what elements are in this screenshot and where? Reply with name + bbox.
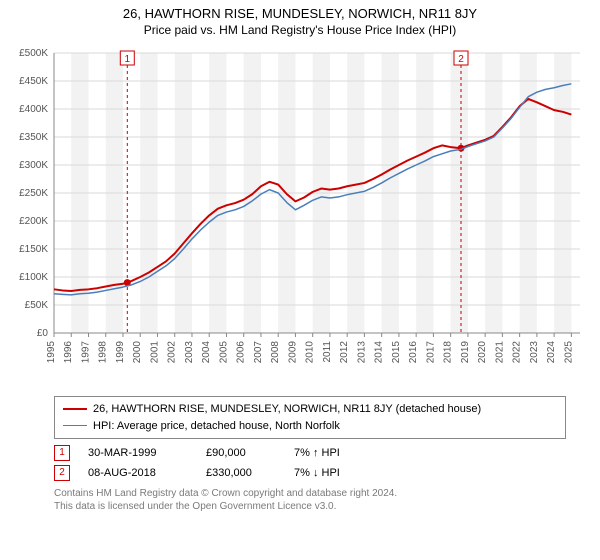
page-subtitle: Price paid vs. HM Land Registry's House … — [0, 23, 600, 37]
svg-text:£500K: £500K — [19, 48, 48, 59]
legend-swatch-icon — [63, 408, 87, 410]
svg-text:2000: 2000 — [132, 341, 143, 364]
svg-text:£300K: £300K — [19, 160, 48, 171]
svg-text:2015: 2015 — [391, 341, 402, 364]
event-date: 08-AUG-2018 — [88, 467, 188, 479]
svg-text:£150K: £150K — [19, 244, 48, 255]
legend-label: HPI: Average price, detached house, Nort… — [93, 418, 340, 435]
svg-text:2018: 2018 — [443, 341, 454, 364]
svg-text:£400K: £400K — [19, 104, 48, 115]
svg-text:2024: 2024 — [546, 341, 557, 364]
svg-text:£0: £0 — [37, 328, 49, 339]
svg-text:2005: 2005 — [218, 341, 229, 364]
svg-text:£50K: £50K — [25, 300, 49, 311]
svg-text:2016: 2016 — [408, 341, 419, 364]
event-marker-icon: 2 — [54, 465, 70, 481]
svg-text:1998: 1998 — [98, 341, 109, 364]
svg-text:2020: 2020 — [477, 341, 488, 364]
svg-text:£350K: £350K — [19, 132, 48, 143]
svg-text:2004: 2004 — [201, 341, 212, 364]
price-chart: £0 £50K £100K £150K £200K £250K £300K £350K £400… — [0, 43, 600, 388]
svg-text:1995: 1995 — [46, 341, 57, 364]
svg-text:2013: 2013 — [356, 341, 367, 364]
event-marker-icon: 1 — [54, 445, 70, 461]
event-price: £330,000 — [206, 467, 276, 479]
svg-text:2006: 2006 — [236, 341, 247, 364]
svg-text:2003: 2003 — [184, 341, 195, 364]
svg-text:£250K: £250K — [19, 188, 48, 199]
legend-item: 26, HAWTHORN RISE, MUNDESLEY, NORWICH, N… — [63, 401, 557, 418]
svg-text:2012: 2012 — [339, 341, 350, 364]
legend-swatch-icon — [63, 425, 87, 426]
svg-text:1999: 1999 — [115, 341, 126, 364]
svg-text:£200K: £200K — [19, 216, 48, 227]
events-table: 1 30-MAR-1999 £90,000 7% ↑ HPI 2 08-AUG-… — [54, 445, 566, 481]
footer-line: Contains HM Land Registry data © Crown c… — [54, 487, 566, 500]
svg-text:2: 2 — [458, 54, 464, 65]
svg-text:£450K: £450K — [19, 76, 48, 87]
table-row: 2 08-AUG-2018 £330,000 7% ↓ HPI — [54, 465, 566, 481]
svg-text:2025: 2025 — [563, 341, 574, 364]
table-row: 1 30-MAR-1999 £90,000 7% ↑ HPI — [54, 445, 566, 461]
svg-text:1: 1 — [125, 54, 131, 65]
svg-text:2008: 2008 — [270, 341, 281, 364]
svg-text:2021: 2021 — [494, 341, 505, 364]
svg-text:2009: 2009 — [287, 341, 298, 364]
event-price: £90,000 — [206, 447, 276, 459]
page-title: 26, HAWTHORN RISE, MUNDESLEY, NORWICH, N… — [0, 6, 600, 21]
svg-text:2007: 2007 — [253, 341, 264, 364]
footer-line: This data is licensed under the Open Gov… — [54, 500, 566, 513]
event-diff: 7% ↑ HPI — [294, 447, 394, 459]
chart-svg: £0 £50K £100K £150K £200K £250K £300K £350K £400… — [0, 43, 600, 383]
svg-text:2002: 2002 — [167, 341, 178, 364]
event-diff: 7% ↓ HPI — [294, 467, 394, 479]
event-date: 30-MAR-1999 — [88, 447, 188, 459]
svg-text:1996: 1996 — [63, 341, 74, 364]
svg-text:2010: 2010 — [305, 341, 316, 364]
legend-item: HPI: Average price, detached house, Nort… — [63, 418, 557, 435]
svg-text:£100K: £100K — [19, 272, 48, 283]
legend-label: 26, HAWTHORN RISE, MUNDESLEY, NORWICH, N… — [93, 401, 481, 418]
svg-text:2022: 2022 — [512, 341, 523, 364]
svg-text:2023: 2023 — [529, 341, 540, 364]
legend: 26, HAWTHORN RISE, MUNDESLEY, NORWICH, N… — [54, 396, 566, 439]
svg-text:2019: 2019 — [460, 341, 471, 364]
svg-text:2014: 2014 — [374, 341, 385, 364]
svg-text:2011: 2011 — [322, 341, 333, 363]
footer: Contains HM Land Registry data © Crown c… — [54, 487, 566, 513]
svg-text:1997: 1997 — [80, 341, 91, 364]
svg-text:2017: 2017 — [425, 341, 436, 364]
svg-text:2001: 2001 — [149, 341, 160, 364]
